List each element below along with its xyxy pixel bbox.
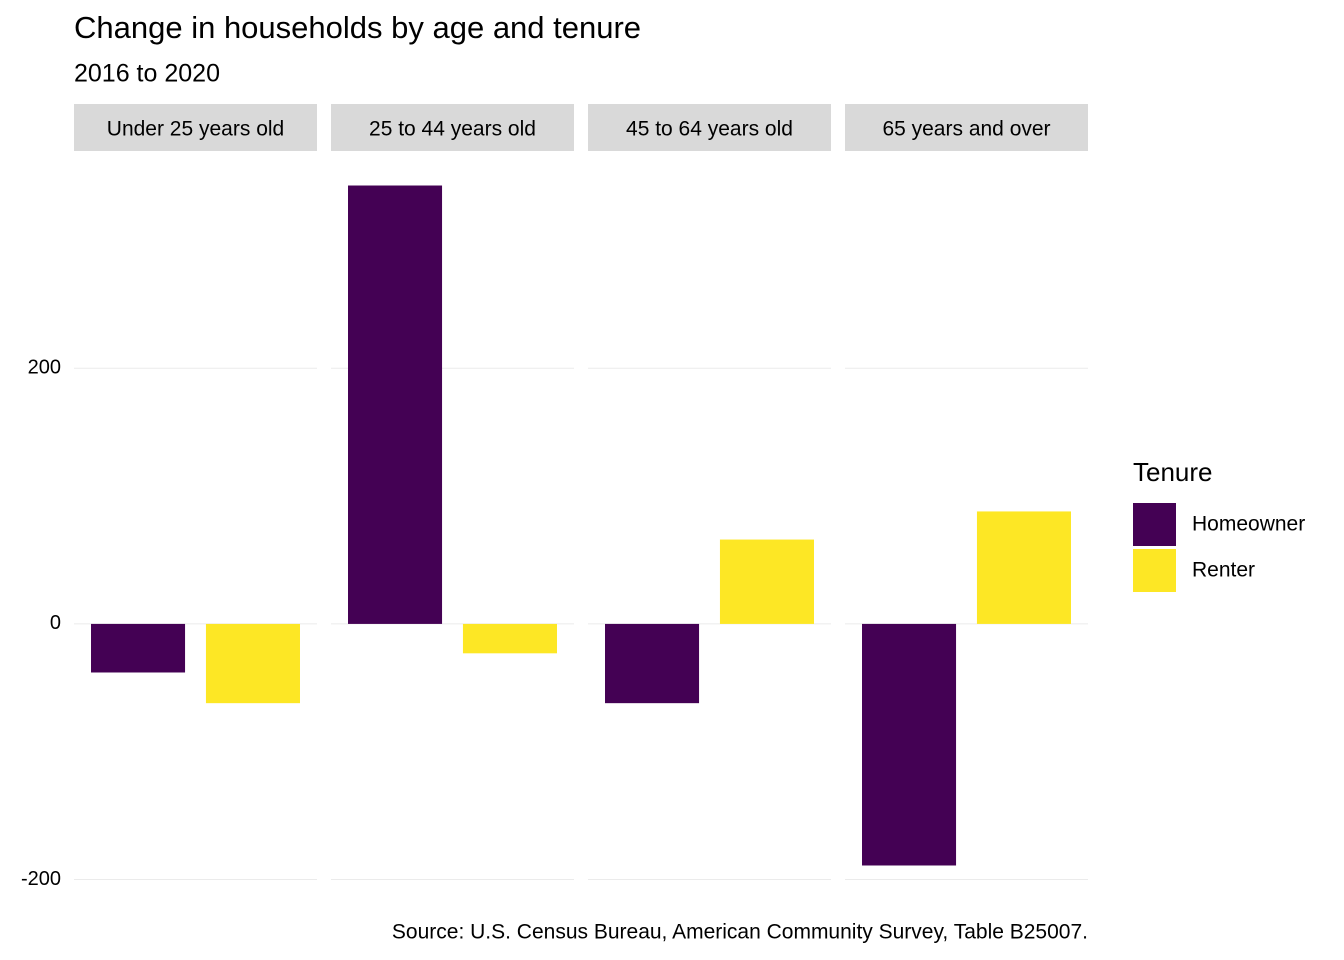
strip	[588, 104, 831, 151]
y-tick-label: -200	[21, 868, 61, 890]
strip	[845, 104, 1088, 151]
legend-key	[1133, 503, 1176, 546]
bar	[205, 623, 300, 704]
legend-title: Tenure	[1133, 457, 1213, 487]
chart-subtitle: 2016 to 2020	[74, 60, 220, 88]
bar	[462, 623, 557, 654]
bar	[976, 511, 1071, 624]
chart-title: Change in households by age and tenure	[74, 10, 641, 45]
legend-label: Renter	[1192, 559, 1255, 582]
strip-label: 25 to 44 years old	[369, 118, 536, 141]
bar	[862, 623, 957, 866]
strip-label: Under 25 years old	[107, 118, 284, 141]
strip	[74, 104, 317, 151]
legend-label: Homeowner	[1192, 513, 1305, 536]
bar	[719, 539, 814, 624]
bar	[91, 623, 186, 673]
strip-label: 65 years and over	[882, 118, 1050, 141]
bar	[605, 623, 700, 704]
y-tick-label: 200	[28, 357, 61, 379]
strip-label: 45 to 64 years old	[626, 118, 793, 141]
caption: Source: U.S. Census Bureau, American Com…	[392, 921, 1088, 944]
bar	[348, 185, 443, 624]
legend-key	[1133, 549, 1176, 592]
y-tick-label: 0	[50, 612, 61, 634]
strip	[331, 104, 574, 151]
